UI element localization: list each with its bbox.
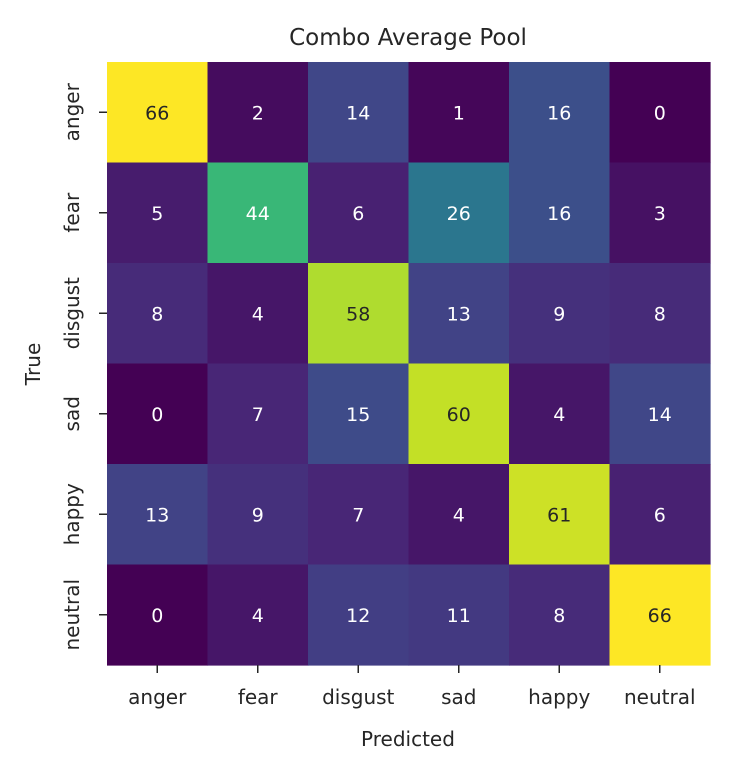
x-tick-label: fear [238,685,279,709]
cell-value-label: 2 [252,102,264,124]
heatmap-cell [609,162,711,264]
heatmap-cell [107,263,209,365]
heatmap-cell [609,564,711,666]
cell-value-label: 61 [547,504,571,526]
cell-value-label: 13 [447,303,471,325]
cell-value-label: 8 [654,303,666,325]
heatmap-cell [107,162,209,264]
heatmap-cell [308,564,410,666]
x-tick-label: neutral [624,685,696,709]
y-tick-label: fear [60,192,84,233]
heatmap-cell [509,162,611,264]
heatmap-cell [408,263,510,365]
cell-value-label: 6 [352,203,364,225]
heatmap-cell [207,564,309,666]
y-tick-label: happy [60,483,84,545]
cell-value-label: 15 [346,404,370,426]
x-tick-label: happy [528,685,590,709]
cell-value-label: 14 [648,404,672,426]
heatmap-cell [107,564,209,666]
heatmap-cell [207,263,309,365]
cell-value-label: 13 [145,504,169,526]
heatmap-cell [107,62,209,164]
cell-value-label: 4 [553,404,565,426]
heatmap-cell [609,464,711,566]
x-axis-ticks: anger fear disgust sad happy neutral [128,665,696,709]
cell-value-label: 44 [246,203,270,225]
heatmap-cell [107,363,209,465]
cell-value-label: 8 [151,303,163,325]
heatmap-cell [408,564,510,666]
heatmap-cell [308,162,410,264]
cell-value-label: 66 [145,102,169,124]
cell-value-label: 7 [352,504,364,526]
cell-value-label: 8 [553,605,565,627]
cell-value-label: 11 [447,605,471,627]
cell-value-label: 26 [447,203,471,225]
cell-value-label: 0 [654,102,666,124]
heatmap-cell [509,263,611,365]
cell-value-label: 0 [151,404,163,426]
y-axis-label: True [21,343,45,386]
cell-value-label: 6 [654,504,666,526]
cell-value-label: 0 [151,605,163,627]
heatmap-cell [308,363,410,465]
cell-value-label: 16 [547,203,571,225]
heatmap-cell [408,62,510,164]
heatmap-cell [207,363,309,465]
cell-value-label: 9 [252,504,264,526]
x-tick-label: disgust [322,685,394,709]
heatmap-cell [308,263,410,365]
heatmap-cell [207,464,309,566]
heatmap-cell [609,62,711,164]
cell-value-label: 14 [346,102,370,124]
heatmap-cell [509,62,611,164]
y-tick-label: disgust [60,277,84,349]
heatmap-cell [609,263,711,365]
y-tick-label: neutral [60,579,84,651]
heatmap-cell [107,464,209,566]
x-axis-label: Predicted [361,727,455,751]
heatmap-cell [509,564,611,666]
y-tick-label: sad [60,396,84,431]
heatmap-cell [609,363,711,465]
cell-value-label: 12 [346,605,370,627]
heatmap-cell [509,363,611,465]
cell-value-label: 9 [553,303,565,325]
x-tick-label: anger [128,685,187,709]
cell-value-label: 3 [654,203,666,225]
x-tick-label: sad [441,685,476,709]
cell-value-label: 7 [252,404,264,426]
heatmap-cell [408,363,510,465]
y-tick-label: anger [60,82,84,141]
cell-value-label: 4 [252,605,264,627]
cell-value-label: 16 [547,102,571,124]
cell-value-label: 66 [648,605,672,627]
heatmap-cell [308,464,410,566]
cell-value-label: 4 [453,504,465,526]
heatmap-cell [509,464,611,566]
heatmap-cell [408,464,510,566]
chart-title: Combo Average Pool [289,25,527,51]
heatmap-cell [207,162,309,264]
cell-value-label: 5 [151,203,163,225]
cell-value-label: 58 [346,303,370,325]
heatmap-cell [308,62,410,164]
heatmap-cell [408,162,510,264]
cell-value-label: 60 [447,404,471,426]
y-axis-ticks: anger fear disgust sad happy neutral [60,82,107,651]
cell-value-label: 4 [252,303,264,325]
cell-value-label: 1 [453,102,465,124]
heatmap-cell [207,62,309,164]
